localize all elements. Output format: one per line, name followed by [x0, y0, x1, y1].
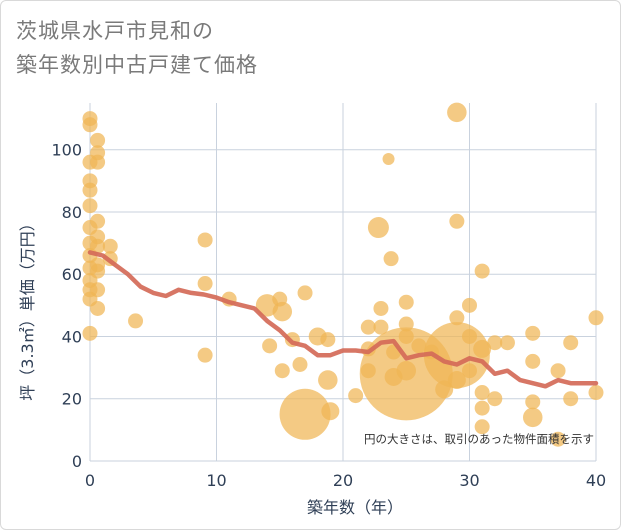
data-bubble: [279, 388, 331, 440]
data-bubble: [462, 328, 477, 344]
x-tick-label: 10: [206, 471, 226, 490]
x-tick-label: 40: [586, 471, 606, 490]
data-bubble: [398, 294, 414, 310]
data-bubble: [274, 363, 290, 379]
data-bubble: [396, 360, 416, 381]
data-bubble: [473, 339, 492, 358]
chart-title-line1: 茨城県水戸市見和の: [16, 19, 214, 43]
y-tick-label: 80: [62, 203, 82, 222]
data-bubble: [449, 310, 465, 326]
y-tick-label: 100: [51, 141, 82, 160]
data-bubble: [90, 213, 106, 229]
data-bubble: [292, 356, 308, 372]
data-bubble: [474, 263, 490, 279]
data-bubble: [550, 363, 566, 379]
data-bubble: [588, 310, 604, 326]
data-bubble: [197, 347, 213, 363]
data-bubble: [550, 431, 566, 447]
bubble-size-note: 円の大きさは、取引のあった物件面積を示す: [364, 432, 594, 446]
data-bubble: [398, 328, 414, 344]
data-bubble: [398, 316, 414, 332]
data-bubble: [262, 338, 278, 354]
data-bubble: [499, 335, 515, 351]
data-bubble: [447, 102, 467, 123]
data-bubble: [348, 388, 364, 404]
data-bubble: [90, 154, 106, 170]
data-bubble: [297, 285, 313, 301]
data-bubble: [90, 282, 106, 298]
data-bubble: [525, 325, 541, 341]
y-tick-label: 60: [62, 265, 82, 284]
data-bubble: [383, 251, 399, 267]
data-bubble: [82, 117, 98, 133]
data-bubble: [411, 338, 427, 354]
data-bubble: [82, 182, 98, 198]
data-bubble: [90, 132, 106, 148]
x-tick-label: 0: [85, 471, 95, 490]
data-bubble: [373, 300, 389, 316]
x-tick-label: 20: [333, 471, 353, 490]
chart-title: 茨城県水戸市見和の 築年数別中古戸建て価格: [16, 14, 258, 82]
data-bubble: [197, 276, 213, 292]
gridlines: [89, 103, 597, 462]
data-bubble: [321, 402, 340, 421]
x-tick-label: 30: [459, 471, 479, 490]
y-axis-title: 坪（3.3㎡）単価（万円）: [18, 215, 37, 400]
data-bubble: [447, 371, 466, 390]
data-bubble: [525, 353, 541, 369]
tick-labels: 0 10 20 30 40 0 20 40 60 80 100: [51, 141, 606, 490]
y-tick-label: 0: [72, 452, 82, 471]
data-bubble: [523, 407, 543, 428]
data-bubble: [90, 300, 106, 316]
data-bubble: [197, 232, 213, 248]
data-bubble: [272, 301, 293, 322]
trend-line-layer: [87, 250, 599, 389]
data-bubble: [487, 391, 503, 407]
bubbles: [82, 102, 604, 447]
data-bubble: [382, 153, 395, 166]
data-bubble: [373, 319, 389, 335]
data-bubble: [487, 335, 503, 351]
y-tick-label: 40: [62, 327, 82, 346]
data-bubble: [474, 385, 490, 401]
data-bubble: [563, 391, 579, 407]
data-bubble: [90, 263, 106, 279]
data-bubble: [588, 385, 604, 401]
data-bubble: [474, 419, 490, 435]
data-bubble: [449, 213, 465, 229]
trend-line: [87, 250, 599, 389]
data-bubble: [102, 238, 118, 254]
data-bubble: [128, 313, 144, 329]
data-bubble: [318, 370, 338, 390]
data-bubble: [82, 325, 98, 341]
data-bubble: [320, 332, 336, 348]
data-bubble: [462, 363, 477, 379]
data-bubble: [525, 394, 541, 410]
chart-title-line2: 築年数別中古戸建て価格: [16, 53, 258, 77]
data-bubble: [82, 198, 98, 214]
data-bubble: [367, 217, 389, 239]
data-bubble: [563, 335, 579, 351]
y-tick-label: 20: [62, 390, 82, 409]
data-bubble: [90, 238, 106, 254]
x-axis-title: 築年数（年）: [307, 498, 403, 517]
data-bubble: [474, 400, 490, 416]
data-bubble: [360, 319, 376, 335]
data-bubble: [462, 297, 477, 313]
